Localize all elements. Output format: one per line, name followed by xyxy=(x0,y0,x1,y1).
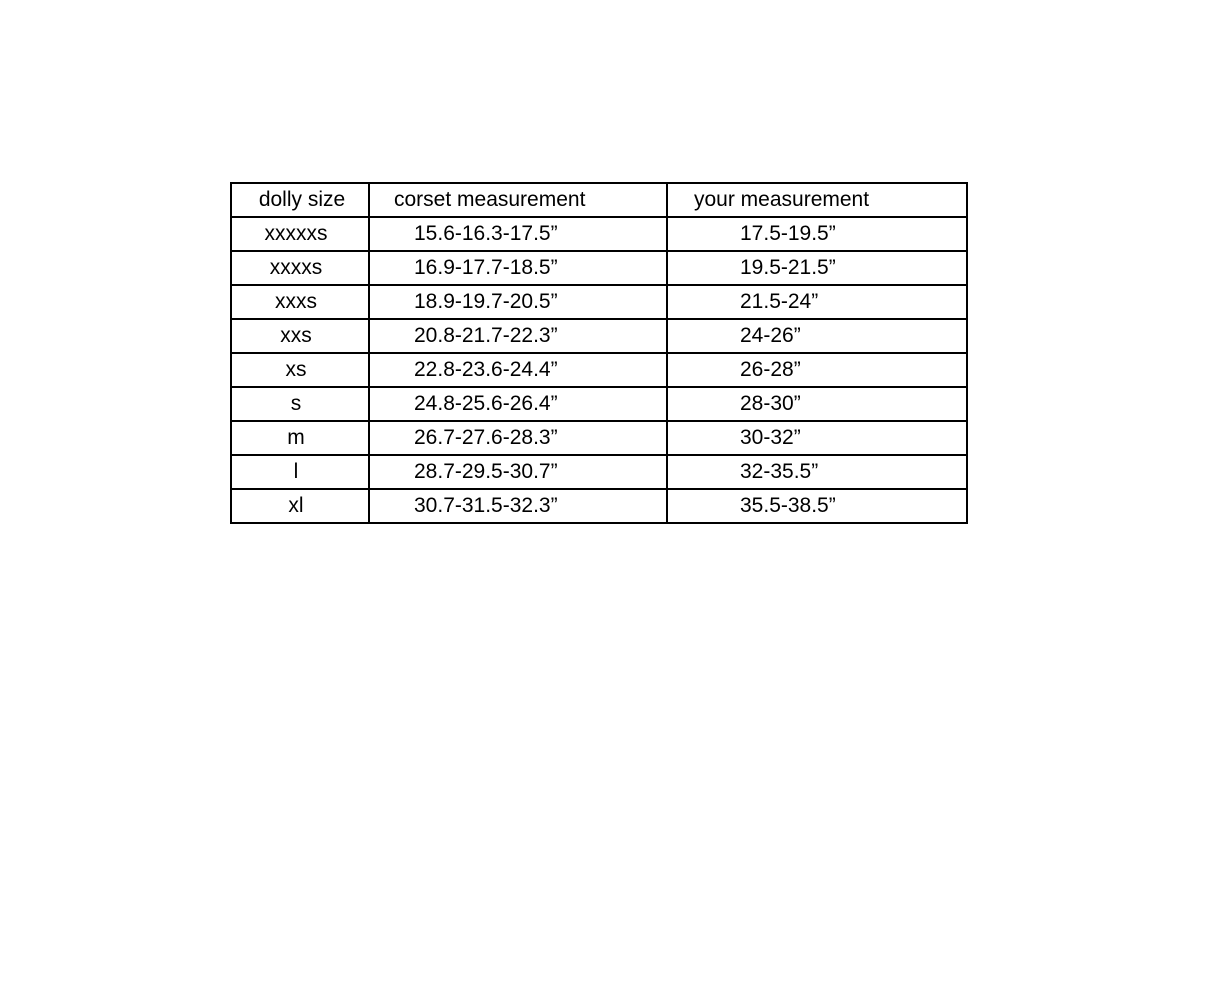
table-row: l 28.7-29.5-30.7” 32-35.5” xyxy=(230,454,968,490)
corset-measurement-cell: 30.7-31.5-32.3” xyxy=(368,488,668,524)
size-cell: xxxs xyxy=(230,284,370,320)
table-row: xl 30.7-31.5-32.3” 35.5-38.5” xyxy=(230,488,968,524)
corset-measurement-cell: 26.7-27.6-28.3” xyxy=(368,420,668,456)
your-measurement-cell: 26-28” xyxy=(666,352,968,388)
header-corset-measurement: corset measurement xyxy=(368,182,668,218)
your-measurement-cell: 17.5-19.5” xyxy=(666,216,968,252)
size-cell: s xyxy=(230,386,370,422)
table-row: xxxs 18.9-19.7-20.5” 21.5-24” xyxy=(230,284,968,320)
your-measurement-cell: 21.5-24” xyxy=(666,284,968,320)
your-measurement-cell: 28-30” xyxy=(666,386,968,422)
header-your-measurement: your measurement xyxy=(666,182,968,218)
size-cell: xxxxs xyxy=(230,250,370,286)
corset-measurement-cell: 18.9-19.7-20.5” xyxy=(368,284,668,320)
your-measurement-cell: 30-32” xyxy=(666,420,968,456)
table-row: xxxxs 16.9-17.7-18.5” 19.5-21.5” xyxy=(230,250,968,286)
your-measurement-cell: 32-35.5” xyxy=(666,454,968,490)
your-measurement-cell: 35.5-38.5” xyxy=(666,488,968,524)
your-measurement-cell: 19.5-21.5” xyxy=(666,250,968,286)
table-row: xs 22.8-23.6-24.4” 26-28” xyxy=(230,352,968,388)
corset-measurement-cell: 24.8-25.6-26.4” xyxy=(368,386,668,422)
size-chart-table: dolly size corset measurement your measu… xyxy=(230,182,968,524)
your-measurement-cell: 24-26” xyxy=(666,318,968,354)
size-cell: xxxxxs xyxy=(230,216,370,252)
table-row: xxs 20.8-21.7-22.3” 24-26” xyxy=(230,318,968,354)
size-cell: m xyxy=(230,420,370,456)
size-cell: l xyxy=(230,454,370,490)
corset-measurement-cell: 20.8-21.7-22.3” xyxy=(368,318,668,354)
table-row: m 26.7-27.6-28.3” 30-32” xyxy=(230,420,968,456)
header-dolly-size: dolly size xyxy=(230,182,370,218)
corset-measurement-cell: 22.8-23.6-24.4” xyxy=(368,352,668,388)
size-cell: xxs xyxy=(230,318,370,354)
corset-measurement-cell: 16.9-17.7-18.5” xyxy=(368,250,668,286)
table-row: xxxxxs 15.6-16.3-17.5” 17.5-19.5” xyxy=(230,216,968,252)
corset-measurement-cell: 28.7-29.5-30.7” xyxy=(368,454,668,490)
size-cell: xs xyxy=(230,352,370,388)
size-cell: xl xyxy=(230,488,370,524)
table-row: s 24.8-25.6-26.4” 28-30” xyxy=(230,386,968,422)
corset-measurement-cell: 15.6-16.3-17.5” xyxy=(368,216,668,252)
header-row: dolly size corset measurement your measu… xyxy=(230,182,968,218)
